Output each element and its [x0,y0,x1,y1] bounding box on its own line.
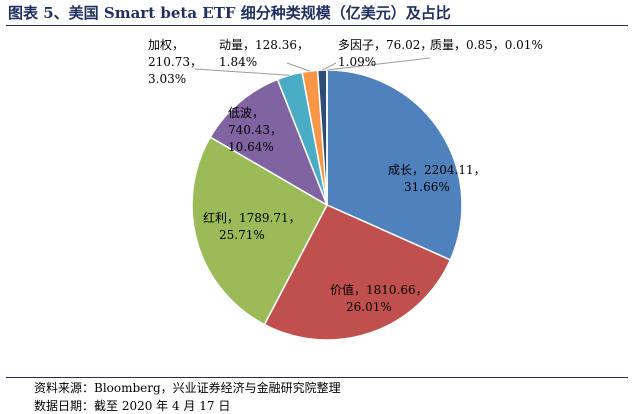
slice-label-7: 多因子，76.02，1.09% [338,38,432,69]
slice-label-8: 质量，0.85，0.01% [430,38,543,52]
slice-label-5: 加权，210.73，3.03% [148,38,202,86]
footer-divider [6,377,628,378]
date-note: 数据日期：截至 2020 年 4 月 17 日 [34,397,230,414]
leader-line-6 [287,63,310,71]
slice-label-6: 动量，128.36，1.84% [219,38,309,69]
leader-line-5 [195,69,290,75]
source-note: 资料来源：Bloomberg，兴业证券经济与金融研究院整理 [34,379,341,396]
